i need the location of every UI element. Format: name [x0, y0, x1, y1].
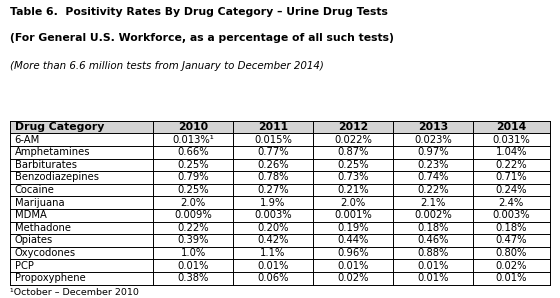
- Bar: [10, 121, 550, 133]
- Text: 0.02%: 0.02%: [337, 273, 368, 283]
- Text: 0.01%: 0.01%: [337, 261, 368, 271]
- Text: 0.42%: 0.42%: [257, 235, 289, 246]
- Text: Table 6.  Positivity Rates By Drug Category – Urine Drug Tests: Table 6. Positivity Rates By Drug Catego…: [10, 7, 388, 18]
- Text: 0.01%: 0.01%: [417, 273, 449, 283]
- Text: 1.0%: 1.0%: [180, 248, 206, 258]
- Text: 0.25%: 0.25%: [337, 160, 368, 170]
- Text: 0.18%: 0.18%: [496, 223, 527, 233]
- Text: 0.22%: 0.22%: [496, 160, 527, 170]
- Text: 0.25%: 0.25%: [178, 185, 209, 195]
- Text: 2010: 2010: [178, 122, 208, 132]
- Text: MDMA: MDMA: [15, 210, 46, 220]
- Bar: [10, 209, 550, 221]
- Text: 0.23%: 0.23%: [417, 160, 449, 170]
- Bar: [10, 234, 550, 247]
- Text: 0.87%: 0.87%: [337, 147, 368, 157]
- Text: 0.01%: 0.01%: [257, 261, 289, 271]
- Text: 0.015%: 0.015%: [254, 135, 292, 145]
- Text: 0.003%: 0.003%: [492, 210, 530, 220]
- Text: 0.97%: 0.97%: [417, 147, 449, 157]
- Text: 0.18%: 0.18%: [417, 223, 449, 233]
- Text: 0.80%: 0.80%: [496, 248, 527, 258]
- Bar: [10, 196, 550, 209]
- Text: 0.001%: 0.001%: [334, 210, 372, 220]
- Text: Opiates: Opiates: [15, 235, 53, 246]
- Text: 0.009%: 0.009%: [174, 210, 212, 220]
- Text: (More than 6.6 million tests from January to December 2014): (More than 6.6 million tests from Januar…: [10, 61, 324, 71]
- Text: Benzodiazepines: Benzodiazepines: [15, 173, 99, 182]
- Text: 0.24%: 0.24%: [496, 185, 527, 195]
- Text: 0.022%: 0.022%: [334, 135, 372, 145]
- Text: 1.9%: 1.9%: [260, 198, 286, 208]
- Text: Amphetamines: Amphetamines: [15, 147, 90, 157]
- Text: Methadone: Methadone: [15, 223, 71, 233]
- Text: 0.26%: 0.26%: [257, 160, 289, 170]
- Text: 0.96%: 0.96%: [337, 248, 368, 258]
- Bar: [10, 247, 550, 259]
- Text: 1.1%: 1.1%: [260, 248, 286, 258]
- Text: 0.71%: 0.71%: [496, 173, 527, 182]
- Text: 0.46%: 0.46%: [417, 235, 449, 246]
- Text: 6-AM: 6-AM: [15, 135, 40, 145]
- Text: 0.66%: 0.66%: [178, 147, 209, 157]
- Bar: [10, 272, 550, 285]
- Text: 2012: 2012: [338, 122, 368, 132]
- Text: 2.0%: 2.0%: [340, 198, 366, 208]
- Text: 0.023%: 0.023%: [414, 135, 452, 145]
- Text: 0.47%: 0.47%: [496, 235, 527, 246]
- Text: 0.22%: 0.22%: [417, 185, 449, 195]
- Text: 0.01%: 0.01%: [496, 273, 527, 283]
- Bar: [10, 184, 550, 196]
- Text: ¹October – December 2010: ¹October – December 2010: [10, 288, 139, 297]
- Text: Barbiturates: Barbiturates: [15, 160, 77, 170]
- Text: 0.02%: 0.02%: [496, 261, 527, 271]
- Text: 0.20%: 0.20%: [257, 223, 289, 233]
- Text: 0.74%: 0.74%: [417, 173, 449, 182]
- Text: Propoxyphene: Propoxyphene: [15, 273, 85, 283]
- Text: 0.25%: 0.25%: [178, 160, 209, 170]
- Text: 0.44%: 0.44%: [337, 235, 368, 246]
- Text: 0.01%: 0.01%: [178, 261, 209, 271]
- Text: 2.1%: 2.1%: [420, 198, 445, 208]
- Text: (For General U.S. Workforce, as a percentage of all such tests): (For General U.S. Workforce, as a percen…: [10, 33, 394, 43]
- Text: 0.01%: 0.01%: [417, 261, 449, 271]
- Text: PCP: PCP: [15, 261, 34, 271]
- Text: 0.003%: 0.003%: [254, 210, 292, 220]
- Text: 0.002%: 0.002%: [414, 210, 452, 220]
- Bar: [10, 171, 550, 184]
- Text: 0.22%: 0.22%: [178, 223, 209, 233]
- Text: Oxycodones: Oxycodones: [15, 248, 76, 258]
- Text: 0.06%: 0.06%: [257, 273, 289, 283]
- Text: 0.21%: 0.21%: [337, 185, 368, 195]
- Text: 2.0%: 2.0%: [180, 198, 206, 208]
- Text: 0.013%¹: 0.013%¹: [172, 135, 214, 145]
- Bar: [10, 133, 550, 146]
- Text: Marijuana: Marijuana: [15, 198, 64, 208]
- Text: 2011: 2011: [258, 122, 288, 132]
- Text: 2013: 2013: [418, 122, 448, 132]
- Text: 2.4%: 2.4%: [499, 198, 524, 208]
- Text: 0.031%: 0.031%: [492, 135, 530, 145]
- Text: 0.88%: 0.88%: [417, 248, 449, 258]
- Text: 2014: 2014: [496, 122, 526, 132]
- Bar: [10, 146, 550, 159]
- Bar: [10, 221, 550, 234]
- Text: 0.79%: 0.79%: [178, 173, 209, 182]
- Text: 0.39%: 0.39%: [178, 235, 209, 246]
- Text: 0.73%: 0.73%: [337, 173, 368, 182]
- Bar: [10, 259, 550, 272]
- Bar: [10, 159, 550, 171]
- Text: 0.27%: 0.27%: [257, 185, 289, 195]
- Text: 0.19%: 0.19%: [337, 223, 368, 233]
- Text: 1.04%: 1.04%: [496, 147, 527, 157]
- Text: Cocaine: Cocaine: [15, 185, 54, 195]
- Text: Drug Category: Drug Category: [15, 122, 104, 132]
- Text: 0.38%: 0.38%: [178, 273, 209, 283]
- Text: 0.78%: 0.78%: [257, 173, 289, 182]
- Text: 0.77%: 0.77%: [257, 147, 289, 157]
